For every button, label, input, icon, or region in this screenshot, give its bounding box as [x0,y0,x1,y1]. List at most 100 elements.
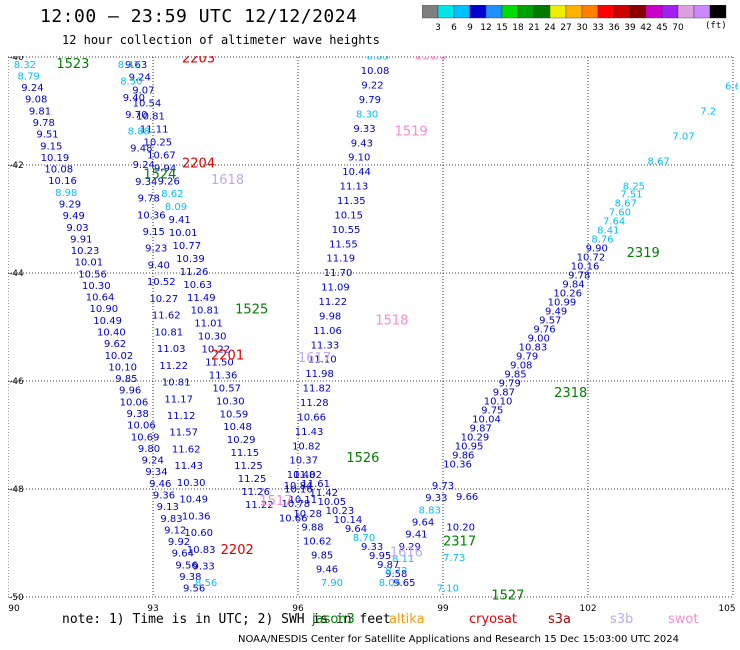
wave-height-value: 10.30 [177,478,206,489]
wave-height-value: 11.62 [152,311,181,322]
wave-height-value: 10.81 [191,306,220,317]
wave-height-value: 10.37 [289,456,318,467]
wave-height-value: 9.29 [59,199,81,210]
pass-label: 2317 [443,535,476,550]
wave-height-value: 7.64 [603,216,625,227]
wave-height-value: 11.02 [293,470,322,481]
latitude-label: -40 [9,56,24,63]
wave-height-value: 9.64 [345,524,367,535]
wave-height-value: 9.51 [36,130,58,141]
wave-height-value: 10.52 [147,277,176,288]
wave-height-value: 10.02 [105,351,134,362]
pass-label: 1520 [414,56,447,64]
wave-height-value: 10.20 [446,522,475,533]
wave-height-value: 10.06 [120,397,149,408]
colorbar-tick-label: 39 [624,23,636,33]
wave-height-value: 10.16 [48,176,77,187]
wave-height-value: 9.03 [66,223,88,234]
wave-height-value: 10.81 [154,327,183,338]
wave-height-map: 90 93 96 99 102 105 -40 -42 -44 -46 -48 -50 8.328.79… [8,56,738,614]
wave-height-value: 9.64 [412,517,434,528]
wave-height-value: 8.67 [648,156,670,167]
pass-label: 2204 [182,157,215,172]
wave-height-value: 9.66 [456,492,478,503]
latitude-label: -44 [9,269,24,279]
wave-height-value: 10.11 [289,495,318,506]
wave-height-value: 10.48 [223,422,252,433]
wave-height-value: 9.98 [319,311,341,322]
colorbar-swatch [565,5,583,19]
wave-height-value: 9.10 [348,153,370,164]
wave-height-value: 9.56 [175,560,197,571]
wave-height-value: 9.34 [145,467,167,478]
wave-height-value: 10.36 [182,511,211,522]
wave-height-value: 9.08 [510,360,532,371]
pass-label: 2318 [554,386,587,401]
colorbar-swatch [597,5,615,19]
wave-height-value: 9.78 [138,194,160,205]
colorbar-tick-label: 12 [480,23,491,33]
mission-label: s3b [610,612,634,627]
colorbar-swatch [533,5,551,19]
wave-height-value: 7.2 [700,106,716,117]
colorbar-swatch [453,5,471,19]
wave-height-value: 9.15 [143,227,165,238]
wave-height-value: 9.13 [157,502,179,513]
wave-height-value: 11.50 [205,358,234,369]
wave-height-value: 9.08 [25,95,47,106]
pass-label: 2203 [182,56,215,66]
colorbar-swatch [645,5,663,19]
wave-height-value: 10.48 [287,470,316,481]
colorbar-tick-label: 36 [608,23,620,33]
wave-height-value: 10.05 [318,497,347,508]
wave-height-value: 10.16 [571,261,600,272]
wave-height-value: 10.23 [326,506,355,517]
mission-label: s3a [548,612,572,627]
colorbar-unit: (ft) [705,21,727,31]
wave-height-value: 11.43 [174,461,203,472]
wave-height-value: 10.15 [334,210,363,221]
wave-height-value: 9.84 [562,279,584,290]
colorbar-tick-label: 33 [592,23,603,33]
colorbar-tick-label: 42 [640,23,651,33]
wave-height-value: 10.90 [90,304,119,315]
wave-height-value: 10.27 [149,294,178,305]
longitude-label: 105 [718,604,735,614]
pass-label: 1518 [375,313,408,328]
wave-height-value: 8.32 [14,60,36,71]
colorbar-tick-label: 24 [544,23,556,33]
wave-height-value: 9.40 [123,93,145,104]
wave-height-value: 8.30 [356,109,378,120]
wave-height-value: 10.57 [212,383,241,394]
colorbar-swatch [661,5,679,19]
colorbar-tick-label: 70 [672,23,684,33]
colorbar-swatch [422,5,439,19]
wave-height-value: 10.04 [472,414,501,425]
wave-height-value: 10.77 [173,241,202,252]
wave-height-value: 10.55 [332,225,361,236]
mission-label: jason3 [312,612,355,627]
wave-height-value: 10.36 [443,459,472,470]
colorbar-swatch [549,5,567,19]
wave-height-value: 10.83 [187,545,216,556]
pass-label: 1517 [259,494,292,509]
wave-height-value: 9.76 [533,324,555,335]
latitude-label: -46 [9,377,24,387]
wave-height-value: 9.62 [104,339,126,350]
pass-label: 2202 [221,543,254,558]
subtitle: 12 hour collection of altimeter wave hei… [62,33,380,47]
wave-height-value: 9.58 [385,569,407,580]
wave-height-value: 9.85 [115,374,137,385]
wave-height-value: 7.73 [443,553,465,564]
wave-height-value: 10.36 [137,210,166,221]
pass-label: 2319 [627,246,660,261]
wave-height-value: 9.48 [130,143,152,154]
colorbar-swatch [517,5,535,19]
wave-height-value: 8.47 [118,60,140,71]
wave-height-value: 10.84 [284,481,313,492]
wave-height-value: 11.35 [337,196,366,207]
wave-height-value: 8.72 [385,566,407,577]
longitude-label: 96 [292,604,304,614]
wave-height-value: 9.75 [481,405,503,416]
wave-height-value: 9.95 [369,551,391,562]
